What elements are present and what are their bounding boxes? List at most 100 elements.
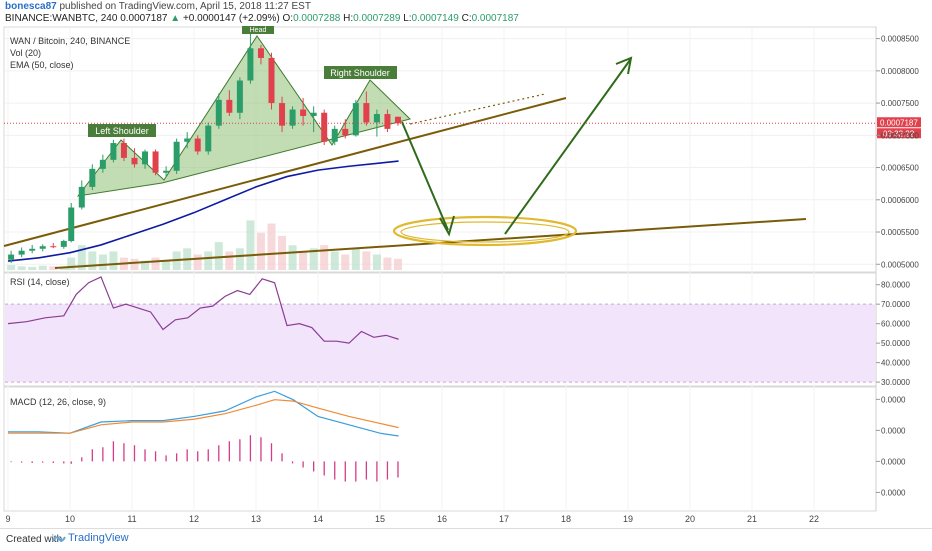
price-change: +0.0000147 (+2.09%) [182,13,280,24]
neckline-extension [409,93,546,125]
rsi-tick-label: 30.0000 [881,378,910,387]
volume-bar [225,251,234,270]
candle-body [131,157,138,165]
time-tick-label: 15 [375,514,385,524]
candle-body [384,114,391,129]
down-arrow-head-icon [439,215,455,237]
volume-bar [98,254,107,270]
candle-body [39,246,46,249]
lower-trendline [54,218,807,269]
price-tick-label: 0.0007000 [881,131,919,140]
rsi-tick-label: 60.0000 [881,320,910,329]
right-shoulder-label: Right Shoulder [324,66,397,79]
volume-bar [309,248,318,270]
candle-body [268,57,275,104]
upper-trendline [3,97,567,247]
high-label: H: [343,13,354,24]
volume-bar [67,257,76,270]
macd-tick-label: 0.0000 [881,457,906,466]
rsi-tick-label: 80.0000 [881,281,910,290]
price-tick-label: 0.0008500 [881,35,919,44]
high-value: 0.0007289 [353,13,401,24]
rsi-tick-label: 50.0000 [881,339,910,348]
candle-body [50,246,57,248]
candle-body [247,48,254,81]
vol-legend: Vol (20) [10,48,41,58]
price-tag-value: 0.0007187 [880,118,918,127]
time-tick-label: 14 [313,514,323,524]
price-tick-label: 0.0006500 [881,164,919,173]
left-shoulder-label: Left Shoulder [88,124,156,137]
volume-bar [193,254,202,270]
candle-body [194,138,201,152]
volume-bars [7,220,402,270]
low-value: 0.0007149 [411,13,459,24]
publish-text: published on TradingView.com, April 15, … [59,1,311,12]
candle-body [331,128,338,142]
volume-bar [372,254,381,270]
macd-legend: MACD (12, 26, close, 9) [10,397,106,407]
macd-tick-label: 0.0000 [881,426,906,435]
candle-body [29,248,36,251]
candle-body [394,116,401,124]
macd-line [8,390,399,437]
volume-bar [256,232,265,270]
volume-bar [351,248,360,270]
grid [5,27,875,511]
symbol-name: BINANCE:WANBTC, 240 [5,13,118,24]
candle-body [60,241,67,247]
candle-body [289,109,296,126]
candle-body [68,207,75,242]
candle-body [163,170,170,173]
head-text: Head [250,27,267,34]
candle-body [184,138,191,142]
candle-body [152,151,159,173]
volume-bar [77,245,86,270]
last-price: 0.0007187 [120,13,168,24]
volume-bar [49,266,58,270]
candle-body [321,112,328,142]
time-tick-label: 11 [127,514,136,524]
rsi-tick-label: 40.0000 [881,359,910,368]
open-label: O: [282,13,294,24]
volume-bar [204,251,213,270]
publish-header: bonesca87 published on TradingView.com, … [0,0,932,26]
tradingview-brand-link[interactable]: TradingView [68,532,129,544]
volume-bar [320,245,329,270]
rsi-line [7,276,399,344]
candle-body [236,80,243,113]
volume-bar [28,266,37,270]
candle-body [226,99,233,113]
volume-bar [246,220,255,270]
time-tick-label: 21 [747,514,757,524]
candle-body [310,112,317,116]
publish-line: bonesca87 published on TradingView.com, … [5,1,311,12]
price-tick-label: 0.0006000 [881,196,919,205]
open-value: 0.0007288 [293,13,341,24]
volume-bar [141,260,150,270]
volume-bar [362,251,371,270]
volume-bar [17,266,26,270]
close-label: C: [461,13,472,24]
time-tick-label: 12 [189,514,199,524]
volume-bar [393,258,402,270]
rsi-legend: RSI (14, close) [10,277,70,287]
time-tick-label: 19 [623,514,633,524]
candle-body [8,254,15,260]
candle-body [110,143,117,160]
ema-legend: EMA (50, close) [10,60,74,70]
macd-scale: 0.0000 0.0000 0.0000 0.0000 [876,395,906,497]
volume-bar [299,251,308,270]
volume-bar [38,265,47,270]
close-value: 0.0007187 [471,13,519,24]
volume-bar [59,266,68,270]
volume-bar [88,251,97,270]
candle-body [89,168,96,187]
time-tick-label: 16 [437,514,447,524]
candle-body [18,250,25,255]
projection-arrows [401,56,633,237]
candle-body [279,103,286,126]
author-link[interactable]: bonesca87 [5,1,57,12]
